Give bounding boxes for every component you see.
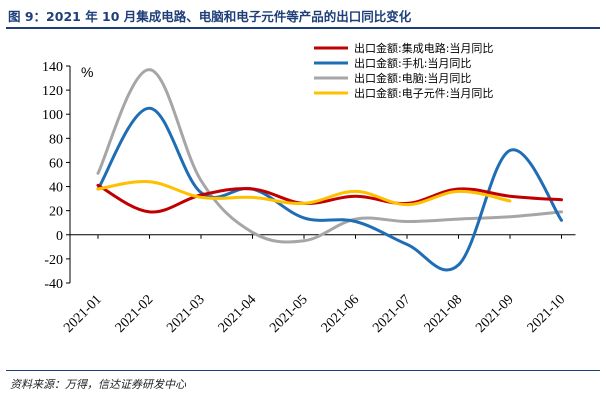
- x-tick-label: 2021-04: [216, 292, 260, 336]
- y-tick-label: 40: [49, 181, 63, 196]
- y-tick-label: 100: [42, 108, 63, 123]
- x-tick-label: 2021-08: [422, 292, 466, 336]
- figure-title: 图 9：2021 年 10 月集成电路、电脑和电子元件等产品的出口同比变化: [8, 9, 412, 24]
- legend-label: 出口金额:电脑:当月同比: [354, 71, 471, 85]
- x-tick-label: 2021-02: [113, 292, 157, 336]
- y-tick-label: 140: [42, 60, 63, 75]
- series-line-3: [96, 180, 512, 207]
- x-tick-label: 2021-05: [267, 292, 311, 336]
- series-layer: [96, 68, 563, 272]
- x-tick-label: 2021-01: [61, 292, 105, 336]
- x-tick-label: 2021-10: [525, 292, 569, 336]
- y-tick-label: -40: [44, 277, 63, 292]
- x-tick-label: 2021-06: [319, 292, 363, 336]
- y-tick-label: 0: [56, 229, 63, 244]
- series-line-2: [96, 68, 563, 244]
- y-tick-label: 80: [49, 132, 63, 147]
- legend-label: 出口金额:集成电路:当月同比: [354, 41, 493, 55]
- source-note: 资料来源：万得，信达证券研发中心: [10, 378, 186, 391]
- y-tick-label: 20: [49, 205, 63, 220]
- series-line-0: [96, 183, 563, 214]
- y-tick-label: 60: [49, 156, 63, 171]
- y-unit-label: %: [81, 64, 93, 80]
- legend: 出口金额:集成电路:当月同比出口金额:手机:当月同比出口金额:电脑:当月同比出口…: [314, 41, 493, 100]
- title-rule: [6, 27, 600, 29]
- x-tick-label: 2021-03: [164, 292, 208, 336]
- x-tick-label: 2021-07: [370, 292, 414, 336]
- legend-label: 出口金额:手机:当月同比: [354, 56, 471, 70]
- y-tick-label: -20: [44, 253, 63, 268]
- footer-rule: [6, 370, 600, 371]
- series-line-1: [96, 106, 563, 272]
- legend-label: 出口金额:电子元件:当月同比: [354, 86, 493, 100]
- y-tick-label: 120: [42, 84, 63, 99]
- x-tick-label: 2021-09: [473, 292, 517, 336]
